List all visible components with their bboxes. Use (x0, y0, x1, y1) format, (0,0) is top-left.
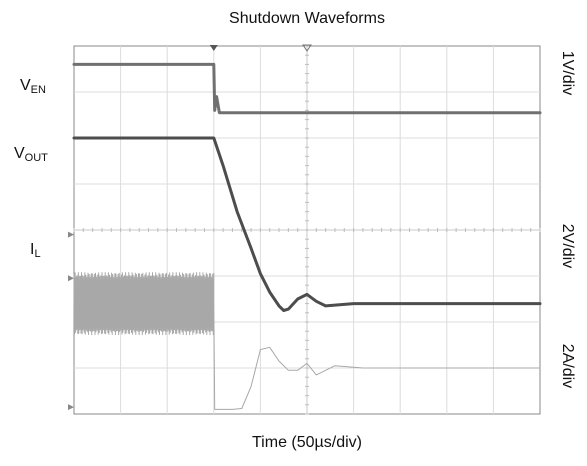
channel-label-ven-main: V (20, 77, 31, 94)
x-axis-label: Time (50µs/div) (252, 434, 362, 451)
channel-label-ven-sub: EN (30, 84, 46, 96)
center-marker (302, 44, 312, 52)
scale-label-il: 2A/div (559, 343, 576, 389)
chart-title: Shutdown Waveforms (229, 10, 385, 27)
waveform-il (73, 272, 541, 410)
channel-label-vout-sub: OUT (24, 152, 48, 164)
waveform-ven (72, 62, 542, 115)
channel-label-vout: VOUT (14, 146, 48, 164)
waveform-vout (72, 136, 542, 312)
channel-label-il-sub: L (34, 248, 41, 260)
channel-ground-marker (68, 231, 74, 238)
channel-label-ven: VEN (20, 78, 46, 96)
scale-label-vout: 2V/div (559, 223, 576, 269)
channel-label-il-main: I (30, 241, 35, 258)
channel-label-vout-main: V (14, 145, 25, 162)
channel-ground-marker (68, 275, 74, 282)
channel-ground-marker (68, 404, 74, 411)
trigger-marker (209, 45, 218, 51)
channel-label-il: IL (30, 242, 41, 260)
scale-label-ven: 1V/div (559, 50, 576, 96)
